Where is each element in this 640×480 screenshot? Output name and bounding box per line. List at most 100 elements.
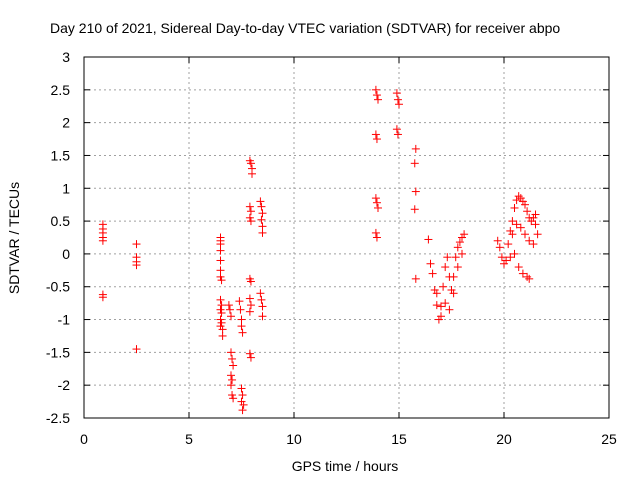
data-point	[449, 272, 458, 281]
data-point	[516, 194, 525, 203]
data-point	[245, 202, 254, 211]
data-point	[246, 217, 255, 226]
data-point	[227, 312, 235, 321]
data-point	[246, 277, 255, 286]
data-point	[424, 235, 433, 244]
data-point	[371, 130, 380, 139]
x-tick-label: 20	[496, 431, 512, 447]
data-point	[371, 85, 380, 94]
x-tick-label: 25	[601, 431, 617, 447]
y-tick-label: 0	[62, 246, 70, 262]
y-tick-label: 3	[62, 49, 70, 65]
y-tick-label: 2.5	[51, 82, 71, 98]
data-point	[374, 95, 382, 104]
data-point	[510, 203, 519, 212]
data-point	[257, 202, 266, 211]
data-point	[237, 384, 246, 393]
data-point	[239, 400, 248, 409]
data-point	[246, 301, 255, 310]
data-point	[246, 159, 255, 168]
data-point	[523, 272, 532, 281]
data-point	[512, 196, 521, 205]
data-point	[227, 348, 235, 357]
chart-title: Day 210 of 2021, Sidereal Day-to-day VTE…	[50, 20, 560, 36]
data-point	[428, 269, 437, 278]
data-point	[439, 282, 448, 291]
y-tick-label: 0.5	[51, 213, 71, 229]
data-point	[258, 312, 267, 321]
y-tick-label: -2.5	[46, 410, 70, 426]
plot-frame	[83, 56, 610, 419]
data-point	[392, 125, 401, 134]
data-point	[508, 230, 517, 239]
data-point	[132, 345, 141, 354]
data-point	[238, 391, 247, 400]
data-point	[410, 205, 419, 214]
data-point	[410, 159, 419, 168]
data-point	[514, 192, 523, 201]
data-point	[525, 274, 534, 283]
data-point	[453, 243, 462, 252]
data-point	[216, 295, 225, 304]
x-tick-label: 15	[391, 431, 407, 447]
data-point	[372, 91, 381, 100]
data-point	[258, 228, 267, 237]
data-point	[217, 276, 226, 285]
data-point	[426, 259, 435, 268]
ticks-layer: 0 5 10 15 20 25 -2.5 -2 -1.5 -1 -0.5 0 0.5 1 1.5 2 2.5 3	[46, 49, 617, 447]
data-point	[245, 213, 254, 222]
y-tick-label: -0.5	[46, 279, 70, 295]
data-point	[455, 238, 464, 247]
data-point	[256, 289, 265, 298]
data-point	[393, 130, 402, 139]
data-point	[257, 295, 266, 304]
data-point	[392, 89, 401, 98]
data-point	[228, 375, 237, 384]
x-tick-label: 0	[80, 431, 88, 447]
data-point	[245, 307, 254, 316]
data-point	[238, 406, 247, 415]
data-point	[434, 315, 443, 324]
data-point	[521, 200, 529, 209]
data-point	[527, 217, 536, 226]
y-tick-label: -1.5	[46, 344, 70, 360]
data-point	[227, 371, 235, 380]
y-tick-label: 1.5	[51, 147, 71, 163]
data-point	[500, 259, 508, 268]
data-point	[516, 223, 525, 232]
data-point	[447, 286, 456, 295]
data-point	[523, 207, 532, 216]
data-point	[512, 220, 521, 229]
data-point	[245, 349, 254, 358]
data-point	[529, 213, 538, 222]
data-point	[449, 289, 458, 298]
data-point	[224, 301, 233, 310]
data-point	[371, 228, 380, 237]
data-point	[237, 322, 246, 331]
data-point	[443, 253, 452, 262]
x-axis-label: GPS time / hours	[292, 458, 399, 474]
data-point	[502, 256, 511, 265]
data-point	[216, 305, 225, 314]
data-point	[531, 220, 540, 229]
data-point	[451, 253, 460, 262]
data-point	[235, 297, 244, 306]
data-point	[217, 301, 226, 310]
data-point	[258, 302, 267, 311]
data-point	[430, 286, 439, 295]
data-point	[245, 294, 254, 303]
data-point	[411, 274, 420, 283]
data-point	[216, 256, 225, 265]
data-point	[395, 100, 403, 109]
data-point	[411, 144, 420, 153]
data-point	[460, 230, 469, 239]
data-point	[237, 397, 246, 406]
data-point	[441, 263, 450, 272]
data-point	[98, 236, 107, 245]
data-point	[453, 263, 462, 272]
y-tick-label: 2	[62, 115, 70, 131]
data-point	[246, 207, 255, 216]
data-point	[493, 236, 502, 245]
data-point	[225, 305, 234, 314]
data-point	[228, 391, 237, 400]
